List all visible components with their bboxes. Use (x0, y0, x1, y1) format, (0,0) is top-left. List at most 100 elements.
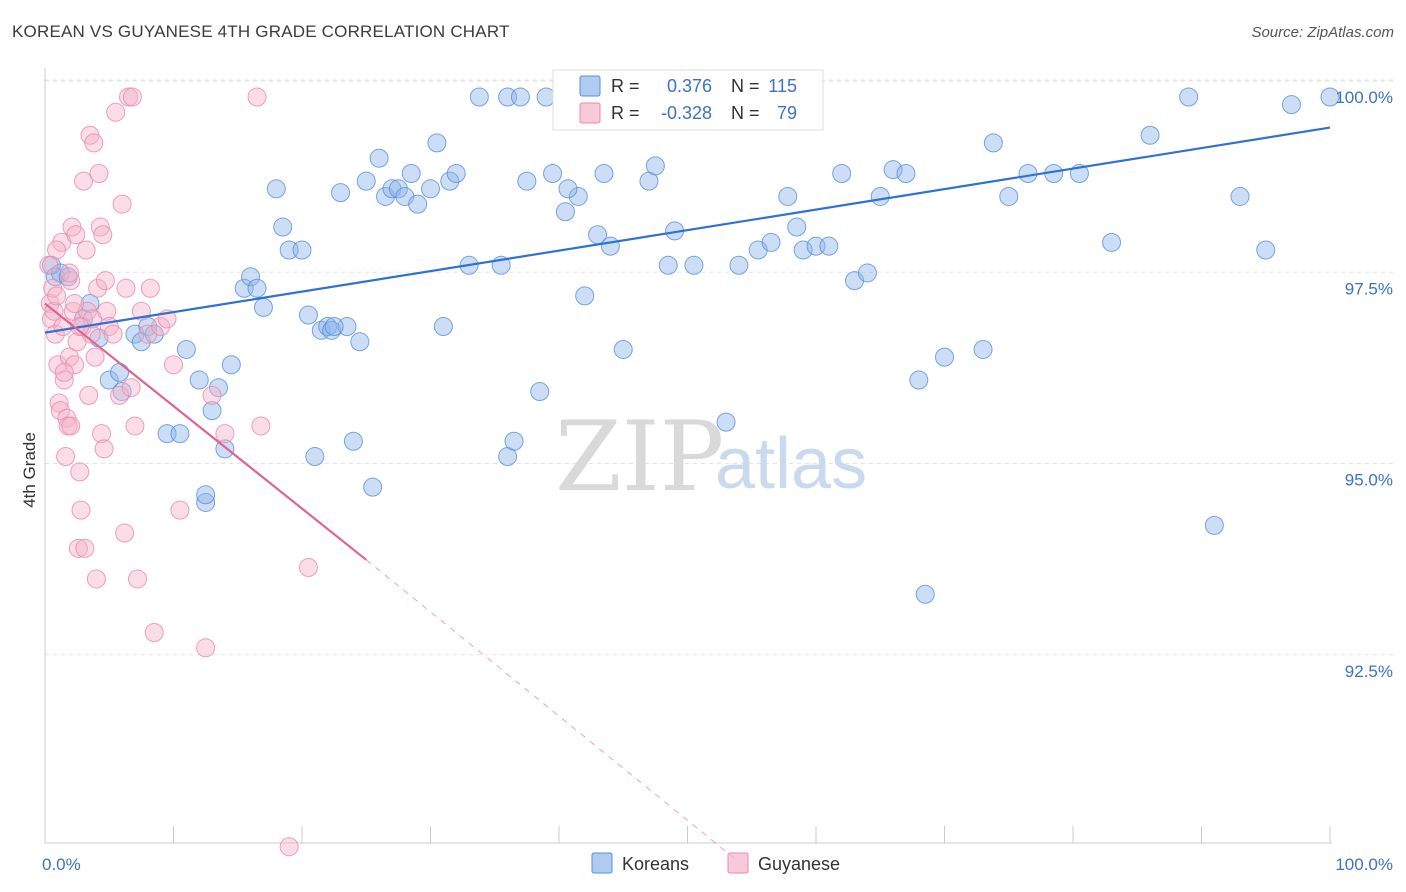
point-guyanese (70, 462, 90, 482)
point-koreans (292, 240, 312, 260)
point-koreans (170, 424, 190, 444)
point-guyanese (106, 102, 126, 122)
point-koreans (176, 339, 196, 359)
point-koreans (388, 179, 408, 199)
point-guyanese (71, 500, 91, 520)
point-guyanese (53, 317, 73, 336)
point-guyanese (74, 171, 94, 191)
point-guyanese (89, 164, 109, 183)
point-koreans (793, 240, 813, 260)
point-koreans (558, 179, 578, 199)
point-koreans (870, 186, 890, 206)
point-koreans (1204, 515, 1224, 535)
point-koreans (343, 431, 363, 451)
point-koreans (202, 401, 222, 421)
y-tick-label: 100.0% (1335, 88, 1393, 107)
point-koreans (196, 492, 216, 512)
point-koreans (331, 183, 351, 203)
point-guyanese (196, 638, 216, 658)
legend-label-guyanese: Guyanese (758, 854, 840, 874)
point-koreans (363, 477, 383, 497)
legend-swatch-guyanese (727, 852, 749, 874)
point-guyanese (84, 133, 104, 153)
point-guyanese (125, 416, 145, 436)
trend-line-koreans (44, 126, 1331, 334)
point-koreans (555, 202, 575, 222)
point-koreans (324, 317, 344, 336)
point-koreans (504, 431, 524, 451)
point-koreans (110, 362, 130, 382)
x-tick-labels: 0.0% 100.0% (42, 855, 1393, 874)
point-guyanese (97, 301, 117, 321)
trend-lines (44, 126, 1331, 863)
point-guyanese (215, 424, 235, 444)
point-koreans (318, 317, 338, 336)
point-koreans (401, 164, 421, 183)
point-guyanese (93, 225, 113, 245)
point-koreans (999, 186, 1019, 206)
stats-n-label: N = (731, 103, 760, 123)
y-tick-label: 95.0% (1345, 471, 1393, 490)
point-guyanese (170, 500, 190, 520)
point-guyanese (85, 347, 105, 367)
point-guyanese (251, 416, 271, 436)
point-koreans (427, 133, 447, 153)
data-points (39, 87, 1340, 857)
point-koreans (1320, 87, 1340, 107)
point-guyanese (59, 263, 79, 283)
point-koreans (658, 255, 678, 275)
point-guyanese (95, 271, 115, 291)
stats-legend: R = 0.376 N = 115 R = -0.328 N = 79 (552, 69, 824, 131)
point-koreans (832, 164, 852, 183)
point-guyanese (86, 569, 106, 589)
stats-n-value: 115 (768, 76, 797, 96)
grid-lines (45, 79, 1395, 656)
point-koreans (440, 171, 460, 191)
point-koreans (517, 171, 537, 191)
point-koreans (973, 339, 993, 359)
point-koreans (778, 186, 798, 206)
point-guyanese (92, 424, 112, 444)
point-koreans (729, 255, 749, 275)
point-guyanese (90, 217, 110, 237)
point-koreans (1018, 164, 1038, 183)
point-koreans (983, 133, 1003, 153)
y-tick-label: 92.5% (1345, 662, 1393, 681)
point-koreans (305, 447, 325, 467)
trend-line-guyanese (44, 302, 367, 561)
y-tick-labels: 100.0% 97.5% 95.0% 92.5% (1335, 88, 1393, 681)
point-koreans (761, 232, 781, 252)
point-guyanese (247, 87, 267, 107)
point-koreans (613, 339, 633, 359)
point-koreans (273, 217, 293, 237)
point-guyanese (279, 837, 299, 857)
point-guyanese (75, 538, 95, 558)
x-tick-label: 100.0% (1335, 855, 1393, 874)
point-koreans (896, 164, 916, 183)
point-guyanese (103, 324, 123, 344)
watermark-atlas: atlas (715, 424, 867, 504)
point-koreans (600, 236, 620, 256)
point-guyanese (110, 385, 130, 405)
point-koreans (915, 584, 935, 604)
y-tick-label: 97.5% (1345, 279, 1393, 298)
point-koreans (1256, 240, 1276, 260)
point-koreans (208, 378, 228, 398)
point-koreans (684, 255, 704, 275)
point-koreans (645, 156, 665, 176)
point-koreans (1102, 232, 1122, 252)
point-guyanese (61, 271, 81, 291)
point-guyanese (115, 523, 135, 543)
axes (44, 68, 1332, 844)
point-koreans (819, 236, 839, 256)
point-guyanese (140, 278, 160, 298)
point-guyanese (122, 87, 142, 107)
point-koreans (247, 278, 267, 298)
stats-r-value: -0.328 (661, 103, 712, 123)
point-koreans (221, 355, 241, 375)
stats-r-value: 0.376 (667, 76, 712, 96)
stats-swatch-guyanese (579, 102, 601, 124)
watermark: ZIP atlas (555, 401, 867, 513)
point-guyanese (65, 294, 85, 314)
